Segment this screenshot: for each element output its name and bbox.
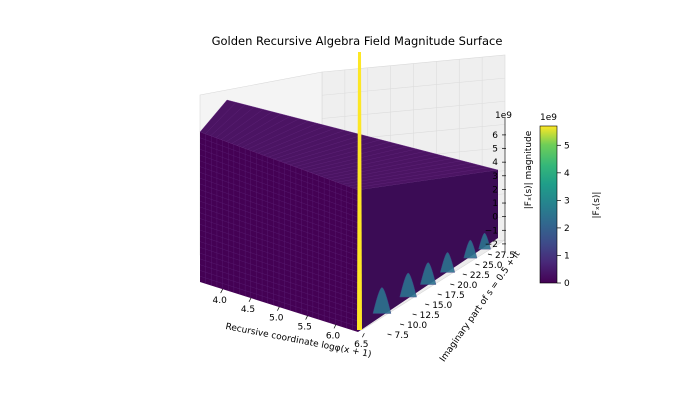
x-tick-label: 4.5 [241,305,255,315]
y-tick-label: 27.5 [495,251,515,261]
y-tick-label: 7.5 [395,331,409,341]
y-tick-label: 25.0 [482,261,502,271]
y-tick [487,253,493,256]
surface-peak-spike [357,52,362,330]
surface-ripples [372,232,491,314]
z-tick-label: 2 [492,185,498,195]
colorbar-tick-label: 5 [564,141,570,151]
x-tick-label: 5.0 [269,314,284,324]
colorbar-ticks: 0 1 2 3 4 5 [557,141,570,289]
y-tick [425,303,430,306]
y-tick [437,293,442,296]
y-tick-label: 17.5 [445,291,465,301]
y-tick [450,283,455,286]
colorbar-tick-label: 3 [564,196,570,206]
y-tick [475,263,480,266]
z-tick-label: 0 [492,213,498,223]
z-tick-label: 6 [492,131,498,141]
x-tick [277,306,280,311]
y-tick [400,323,405,326]
y-axis: 7.510.012.515.017.520.022.525.027.5 [387,251,515,341]
x-tick [305,315,308,320]
colorbar-tick-label: 4 [564,169,570,179]
z-tick-label: 4 [492,158,498,168]
y-tick-label: 15.0 [432,301,452,311]
colorbar-tick-label: 2 [564,224,570,234]
x-tick [248,297,252,303]
x-tick [220,288,223,294]
colorbar-tick-label: 1 [564,251,570,261]
z-tick-label: 5 [492,145,498,155]
z-tick-label: 1 [492,199,498,209]
x-tick-label: 6.5 [354,340,368,350]
ripple-peak [463,239,478,259]
colorbar [539,125,558,284]
z-tick-label: −1 [485,226,498,236]
colorbar-label: |Fₓ(s)| [592,192,602,219]
z-scale-label: 1e9 [495,111,512,121]
y-tick-label: 22.5 [470,271,490,281]
surface-right-face [358,170,498,332]
x-axis: 4.0 4.5 5.0 5.5 6.0 6.5 [213,288,368,350]
y-tick [462,273,467,276]
y-tick-label: 20.0 [457,281,477,291]
x-tick-label: 5.5 [298,323,312,333]
z-tick-label: 3 [492,172,498,182]
y-tick-label: 12.5 [420,311,440,321]
x-tick [362,333,365,338]
z-axis: −2 −1 0 1 2 3 4 5 6 [485,118,506,252]
y-tick [387,333,392,336]
y-tick-label: 10.0 [407,321,427,331]
x-tick [333,324,337,329]
ripple-peak [399,272,417,298]
x-tick-label: 4.0 [213,296,228,306]
chart-title: Golden Recursive Algebra Field Magnitude… [212,34,503,48]
ripple-peak [372,287,392,314]
ripple-peak [440,252,456,273]
z-tick-label: −2 [485,240,498,250]
x-tick-label: 6.0 [326,331,341,341]
z-axis-label: |Fₓ(s)| magnitude [524,130,534,209]
colorbar-scale-label: 1e9 [540,113,557,123]
surface-mesh [199,102,489,331]
colorbar-tick-label: 0 [564,279,570,289]
ripple-peak [478,232,491,250]
y-tick [412,313,417,316]
ripple-peak [420,262,437,285]
